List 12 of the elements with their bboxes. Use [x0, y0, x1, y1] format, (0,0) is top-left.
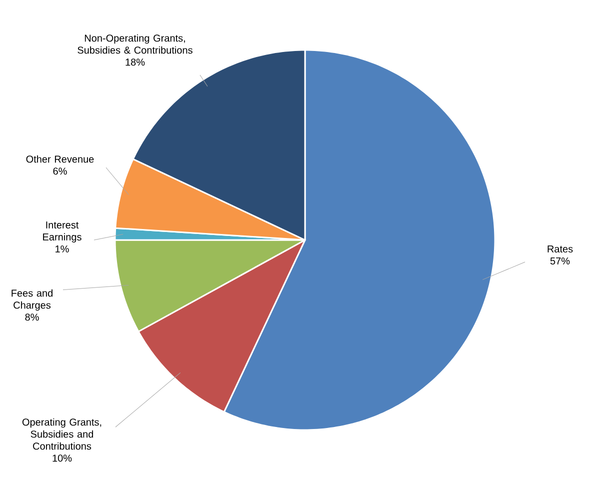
slice-label: Operating Grants, Subsidies and Contributions — [22, 418, 102, 450]
data-label: 1% — [56, 245, 69, 252]
data-label: 10% — [52, 454, 72, 462]
slice-label: Fees and Charges — [12, 289, 52, 311]
data-label: 6% — [53, 168, 67, 175]
slice-label: Other Revenue — [26, 155, 94, 163]
slice-label: Rates — [548, 246, 573, 252]
data-label: 8% — [25, 314, 39, 321]
data-label: 57% — [550, 257, 570, 264]
data-label: 18% — [126, 58, 145, 66]
slice-label: Non-Operating Grants, Subsidies & Contributions — [78, 34, 192, 54]
slice-label: Interest Earnings — [43, 222, 82, 242]
